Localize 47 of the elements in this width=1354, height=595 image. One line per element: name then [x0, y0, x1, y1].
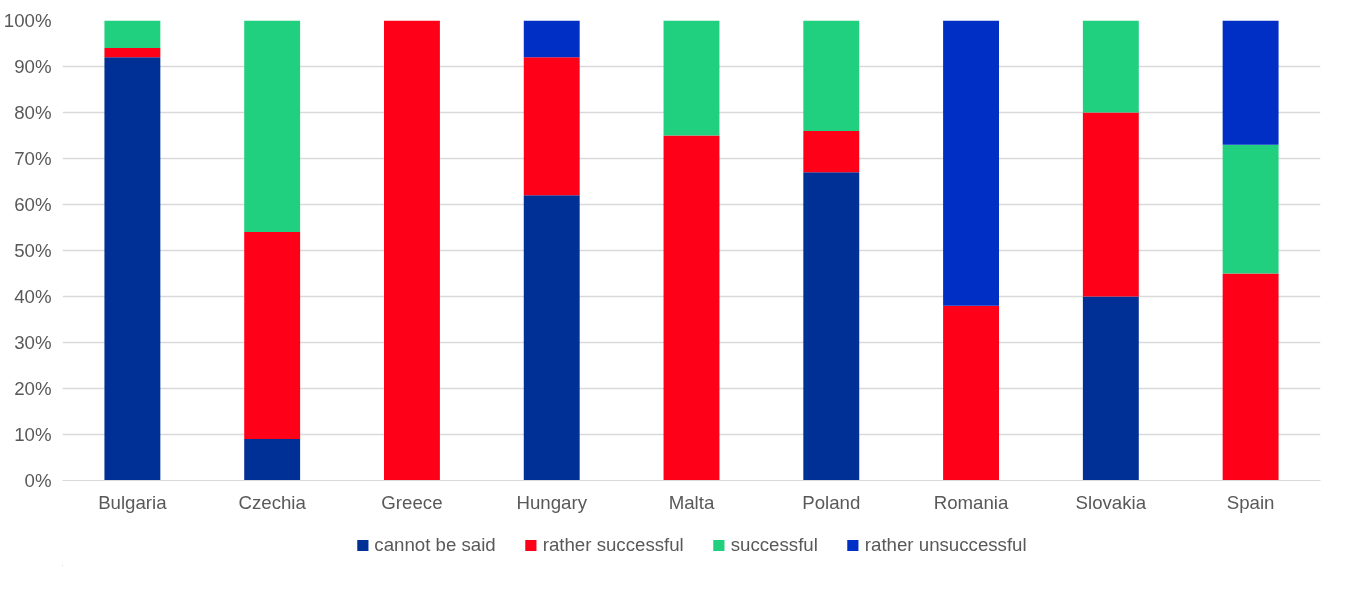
y-tick-label: 0%	[24, 470, 52, 491]
bar	[523, 20, 580, 58]
bar	[1082, 296, 1139, 481]
bar	[523, 57, 580, 196]
bar	[1222, 144, 1279, 274]
bar	[1082, 112, 1139, 297]
y-tick-label: 20%	[14, 378, 52, 399]
x-tick-label: Hungary	[516, 491, 588, 513]
x-tick-label: Poland	[802, 491, 861, 513]
y-tick-label: 30%	[14, 332, 52, 353]
legend-label: successful	[730, 534, 818, 556]
x-tick-label: Czechia	[238, 491, 307, 513]
legend-label: rather unsuccessful	[864, 534, 1027, 556]
bar	[803, 172, 860, 481]
bar	[523, 195, 580, 481]
bar	[1222, 20, 1279, 145]
y-tick-label: 60%	[14, 194, 52, 215]
bar	[943, 305, 1000, 481]
bar	[663, 135, 720, 481]
y-tick-label: 100%	[3, 10, 52, 31]
legend-label: rather successful	[542, 534, 684, 556]
bar	[104, 57, 161, 481]
x-tick-label: Romania	[933, 491, 1010, 513]
y-tick-label: 70%	[14, 148, 52, 169]
x-tick-label: Bulgaria	[98, 491, 168, 513]
bar	[104, 20, 161, 49]
bar	[663, 20, 720, 136]
x-tick-label: Slovakia	[1075, 491, 1147, 513]
bar	[803, 20, 860, 131]
bar	[383, 20, 440, 481]
y-tick-label: 10%	[14, 424, 52, 445]
bar	[1082, 20, 1139, 113]
bar	[943, 20, 1000, 306]
y-tick-label: 80%	[14, 102, 52, 123]
legend-label: cannot be said	[374, 534, 496, 556]
y-tick-label: 50%	[14, 240, 52, 261]
x-tick-label: Spain	[1226, 491, 1275, 513]
bar	[244, 232, 301, 440]
x-tick-label: Greece	[381, 491, 443, 513]
x-tick-label: Malta	[668, 491, 715, 513]
bar	[244, 20, 301, 233]
bar	[803, 130, 860, 173]
bar	[244, 439, 301, 481]
bar	[104, 48, 161, 58]
y-tick-label: 40%	[14, 286, 52, 307]
bar	[1222, 273, 1279, 481]
y-tick-label: 90%	[14, 56, 52, 77]
